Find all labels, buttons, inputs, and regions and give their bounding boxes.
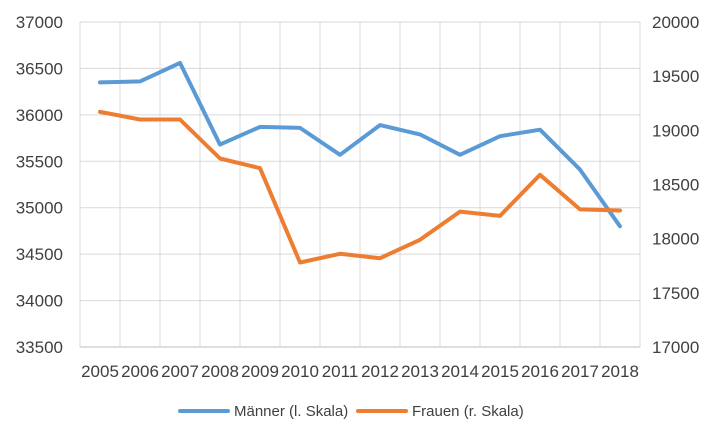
- legend-label: Frauen (r. Skala): [412, 403, 524, 420]
- x-axis-tick-label: 2018: [601, 362, 639, 381]
- series-line-maenner: [98, 60, 622, 229]
- legend: Männer (l. Skala) Frauen (r. Skala): [178, 403, 524, 420]
- x-axis-tick-labels: 2005 2006 2007 2008 2009 2010 2011 2012 2013 2014…: [81, 362, 639, 381]
- right-axis-tick-label: 18500: [652, 176, 699, 195]
- left-axis-tick-labels: 33500 34000 34500 35000 35500 36000 36500 37000: [16, 13, 63, 357]
- right-axis-tick-label: 17000: [652, 338, 699, 357]
- series-line-frauen: [98, 109, 622, 265]
- legend-label: Männer (l. Skala): [234, 403, 348, 420]
- x-axis-tick-label: 2005: [81, 362, 119, 381]
- right-axis-tick-label: 19500: [652, 67, 699, 86]
- left-axis-tick-label: 34500: [16, 245, 63, 264]
- left-axis-tick-label: 34000: [16, 292, 63, 311]
- series-lines: [98, 60, 622, 265]
- right-axis-tick-labels: 17000 17500 18000 18500 19000 19500 20000: [652, 13, 699, 357]
- x-axis-tick-label: 2011: [322, 362, 359, 381]
- right-axis-tick-label: 19000: [652, 121, 699, 140]
- left-axis-tick-label: 33500: [16, 338, 63, 357]
- left-axis-tick-label: 36500: [16, 59, 63, 78]
- x-axis-tick-label: 2007: [161, 362, 199, 381]
- x-axis-tick-label: 2014: [441, 362, 479, 381]
- left-axis-tick-label: 35000: [16, 199, 63, 218]
- x-axis-tick-label: 2017: [561, 362, 599, 381]
- right-axis-tick-label: 18000: [652, 230, 699, 249]
- x-axis-tick-label: 2012: [361, 362, 399, 381]
- x-axis-tick-label: 2009: [241, 362, 279, 381]
- x-axis-tick-label: 2016: [521, 362, 559, 381]
- left-axis-tick-label: 35500: [16, 152, 63, 171]
- x-axis-tick-label: 2015: [481, 362, 519, 381]
- right-axis-tick-label: 20000: [652, 13, 699, 32]
- left-axis-tick-label: 37000: [16, 13, 63, 32]
- right-axis-tick-label: 17500: [652, 284, 699, 303]
- x-axis-tick-label: 2008: [201, 362, 239, 381]
- x-axis-tick-label: 2010: [281, 362, 319, 381]
- left-axis-tick-label: 36000: [16, 106, 63, 125]
- x-axis-tick-label: 2013: [401, 362, 439, 381]
- x-axis-tick-label: 2006: [121, 362, 159, 381]
